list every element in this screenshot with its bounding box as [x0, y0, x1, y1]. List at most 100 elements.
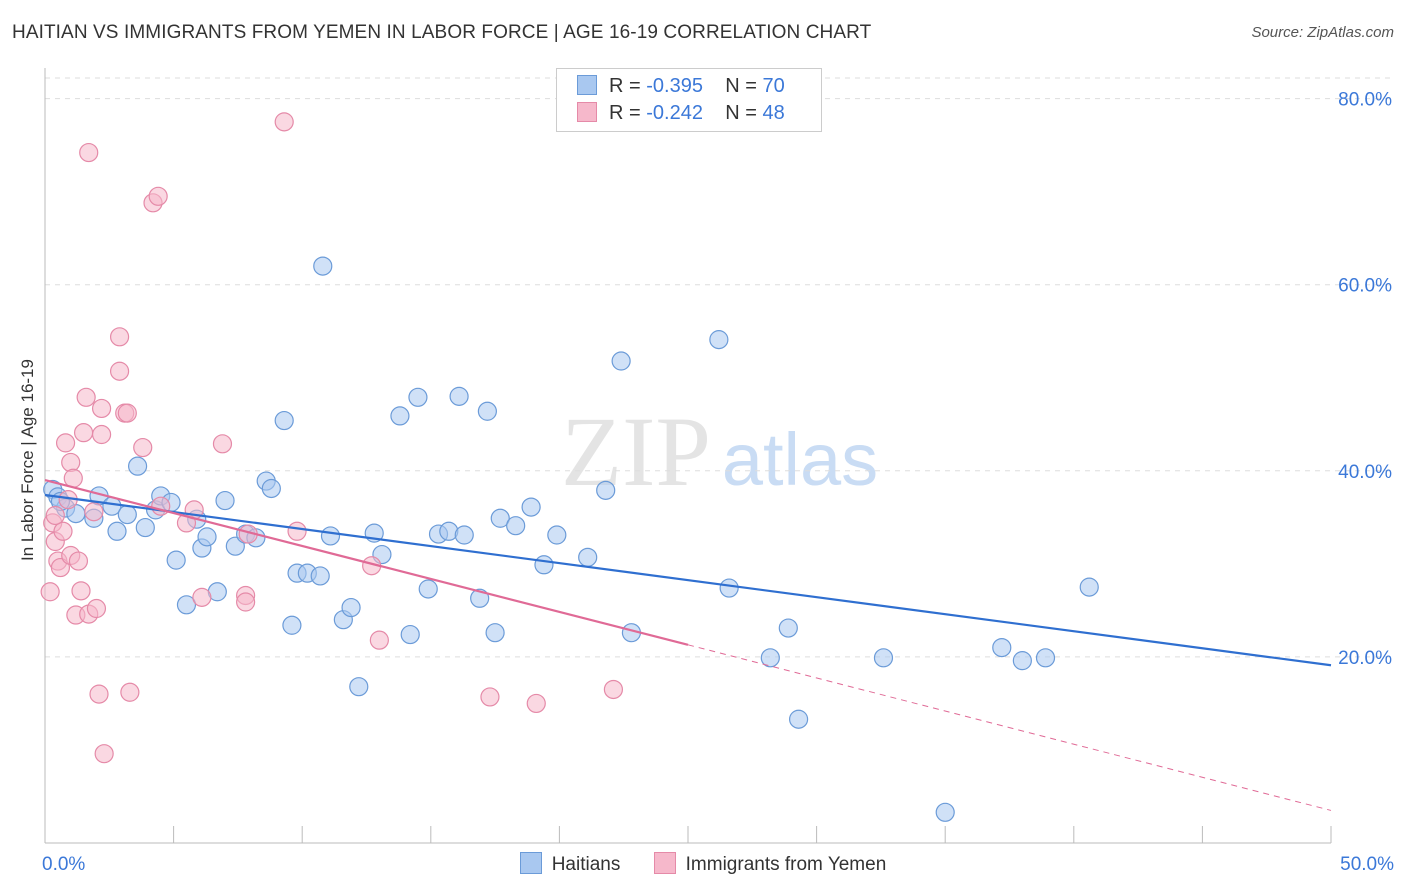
y-tick-label: 80.0% — [1338, 90, 1392, 111]
haitian-point — [166, 550, 186, 570]
haitian-point — [547, 525, 567, 545]
haitian-point — [215, 490, 235, 511]
haitian-point — [1079, 577, 1099, 597]
haitian-point — [341, 597, 361, 618]
stats-row-yemen: R = -0.242 N = 48 — [577, 102, 785, 128]
yemen-swatch — [577, 102, 597, 122]
yemen-trend-line — [44, 479, 689, 646]
yemen-point — [148, 186, 168, 206]
haitian-point — [719, 578, 739, 598]
n-label: N = — [725, 75, 757, 97]
yemen-point — [91, 424, 112, 445]
haitian-point — [506, 516, 526, 536]
haitians-swatch — [519, 852, 542, 874]
haitian-point — [611, 351, 631, 371]
haitian-point — [454, 525, 474, 545]
haitian-point — [873, 648, 894, 668]
haitian-point — [470, 588, 490, 608]
yemen-point — [212, 434, 233, 454]
haitian-point — [788, 709, 809, 729]
n-value: 48 — [762, 102, 785, 124]
yemen-point — [91, 398, 112, 419]
haitian-point — [485, 623, 505, 643]
legend-item-yemen: Immigrants from Yemen — [653, 852, 887, 876]
haitian-point — [521, 497, 541, 517]
n-label: N = — [725, 102, 757, 124]
haitian-point — [1035, 648, 1056, 668]
r-label: R = — [609, 102, 641, 124]
yemen-point — [71, 581, 91, 601]
yemen-point — [274, 112, 294, 132]
yemen-point — [76, 387, 96, 407]
stats-row-haitians: R = -0.395 N = 70 — [577, 75, 785, 101]
stats-legend: R = -0.395 N = 70 R = -0.242 N = 48 — [556, 68, 822, 132]
haitian-point — [578, 547, 598, 567]
haitian-point — [992, 637, 1012, 658]
haitian-point — [107, 521, 127, 541]
tick-labels: 20.0% 40.0% 60.0% 80.0% 0.0% 50.0% — [42, 90, 1394, 875]
n-value: 70 — [762, 75, 785, 97]
haitian-point — [127, 456, 148, 476]
y-tick-label: 20.0% — [1338, 648, 1392, 669]
yemen-point — [84, 502, 104, 522]
haitian-point — [313, 256, 333, 276]
yemen-point — [526, 693, 546, 714]
y-tick-label: 60.0% — [1338, 276, 1392, 297]
yemen-point — [192, 587, 212, 607]
yemen-point — [236, 592, 256, 612]
yemen-point — [45, 505, 65, 526]
haitian-point — [310, 566, 330, 586]
haitian-point — [1012, 651, 1032, 671]
haitian-point — [261, 478, 281, 499]
r-value: -0.395 — [646, 75, 703, 97]
axes — [44, 68, 1332, 844]
yemen-point — [86, 598, 107, 619]
legend-label: Immigrants from Yemen — [685, 854, 887, 875]
yemen-point — [109, 327, 130, 347]
yemen-point — [480, 687, 500, 707]
haitian-point — [935, 802, 955, 822]
yemen-point — [73, 423, 94, 443]
legend-item-haitians: Haitians — [519, 852, 621, 876]
yemen-point — [94, 744, 114, 764]
haitian-point — [709, 330, 729, 350]
haitian-point — [117, 504, 137, 525]
haitian-point — [135, 517, 155, 538]
haitian-point — [390, 406, 410, 426]
yemen-trend-extension — [687, 644, 1332, 811]
haitian-point — [320, 526, 341, 546]
haitian-point — [449, 386, 469, 406]
gridlines — [45, 77, 1392, 658]
yemen-point — [120, 682, 140, 702]
haitians-trend-line — [44, 493, 1332, 667]
x-tick-label: 0.0% — [42, 854, 85, 875]
haitian-point — [349, 677, 369, 697]
chart-title: HAITIAN VS IMMIGRANTS FROM YEMEN IN LABO… — [12, 22, 872, 43]
r-value: -0.242 — [646, 102, 703, 124]
haitian-point — [274, 410, 294, 431]
yemen-point — [133, 437, 153, 458]
legend-label: Haitians — [551, 854, 621, 875]
yemen-point — [287, 521, 307, 541]
yemen-point — [40, 582, 60, 602]
haitian-point — [490, 508, 510, 528]
haitian-point — [282, 615, 302, 635]
haitian-point — [176, 595, 197, 615]
haitian-point — [760, 648, 780, 668]
haitian-point — [778, 618, 798, 638]
haitian-point — [477, 401, 497, 421]
yemen-point — [79, 142, 99, 163]
yemen-swatch — [653, 852, 676, 874]
haitian-point — [418, 579, 438, 599]
haitian-point — [534, 555, 554, 575]
haitian-point — [596, 480, 616, 500]
yemen-point — [603, 679, 624, 700]
haitians-swatch — [577, 75, 597, 95]
watermark-atlas: atlas — [722, 418, 878, 501]
yemen-point — [63, 468, 83, 488]
r-label: R = — [609, 75, 641, 97]
yemen-point — [117, 403, 137, 423]
yemen-point — [109, 361, 130, 381]
source-credit: Source: ZipAtlas.com — [1251, 24, 1394, 41]
